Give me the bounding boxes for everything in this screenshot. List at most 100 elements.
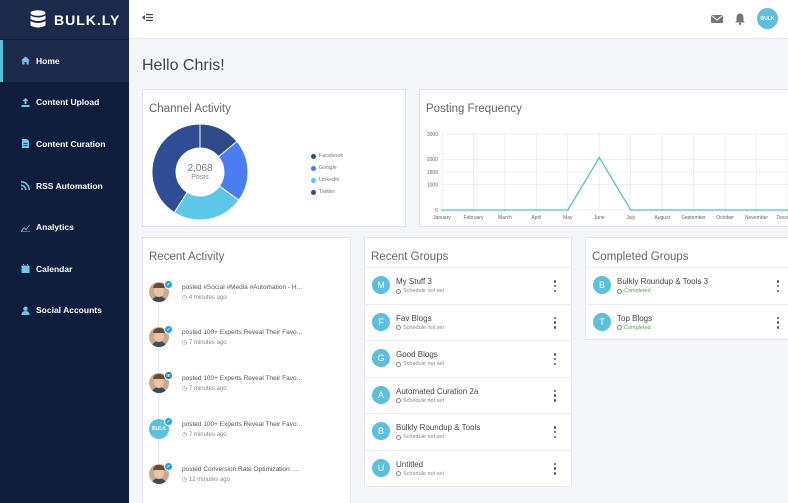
data-point[interactable] [692,209,695,211]
activity-text: posted 100+ Experts Reveal Their Favo... [182,375,303,382]
sidebar-item-rss-automation[interactable]: RSS Automation [0,165,129,207]
group-status: Schedule not set [396,471,444,477]
group-initial: T [599,316,605,327]
group-name[interactable]: Automated Curation 2a [396,386,479,396]
twitter-icon: ✓ [164,417,173,426]
data-point[interactable] [755,209,758,211]
x-tick-label: February [463,215,484,221]
data-point[interactable] [472,209,475,211]
group-initial: G [377,353,385,363]
sidebar-item-label: Content Curation [36,138,106,149]
data-point[interactable] [724,209,726,211]
more-options-button[interactable] [553,280,557,292]
panel-title: Recent Groups [371,251,449,263]
sidebar-item-social-accounts[interactable]: Social Accounts [0,290,129,332]
y-tick-label: 0 [435,208,438,214]
x-tick-label: September [681,215,706,221]
legend-item-twitter[interactable]: Twitter [311,186,343,198]
sidebar-item-label: Calendar [36,263,73,274]
legend-item-linkedin[interactable]: Linkedin [311,174,343,186]
posting-frequency-chart: 0 1000 1500 2000 3000 January February March Apr… [427,132,788,221]
data-point[interactable] [661,209,664,211]
group-name[interactable]: Bulkly Roundup & Tools [396,423,481,432]
more-options-button[interactable] [553,426,557,438]
activity-item[interactable]: ✓ posted #Social #Media #Automation - H..… [149,280,349,327]
activity-item[interactable]: in posted 100+ Experts Reveal Their Favo.… [149,371,349,418]
panel-title: Posting Frequency [426,103,522,115]
legend-swatch [311,177,316,183]
data-point[interactable] [504,209,506,211]
more-options-button[interactable] [553,353,557,365]
group-name[interactable]: Bulkly Roundup & Tools 3 [617,277,709,286]
group-row[interactable]: U Untitled Schedule not set [365,449,571,487]
sidebar-item-calendar[interactable]: Calendar [0,248,129,290]
more-options-button[interactable] [776,316,780,329]
data-point[interactable] [598,156,601,159]
data-point[interactable] [441,209,443,211]
clock-icon: ◷ [182,295,189,301]
group-status-text: Schedule not set [403,361,444,367]
legend-item-facebook[interactable]: Facebook [311,150,343,162]
donut-hole [176,148,224,196]
x-tick-label: March [498,215,512,221]
group-initial-badge: M [372,276,390,294]
more-options-button[interactable] [553,316,557,329]
group-row[interactable]: T Top Blogs Completed [586,303,788,341]
database-icon [30,10,46,28]
group-name[interactable]: Good Blogs [396,350,438,359]
mail-icon[interactable] [711,12,723,24]
group-row[interactable]: F Fav Blogs Schedule not set [365,303,571,341]
legend-swatch [311,165,316,171]
more-options-button[interactable] [553,462,557,475]
donut-total: 2,068 [187,163,213,174]
twitter-icon: ✓ [164,325,173,334]
legend-swatch [311,153,316,159]
group-initial-badge: B [593,276,611,294]
group-initial-badge: F [372,312,390,331]
channel-donut-chart [151,123,249,221]
activity-item[interactable]: ✓ posted 100+ Experts Reveal Their Favo..… [149,325,349,372]
group-row[interactable]: B Bulkly Roundup & Tools 3 Completed [586,267,788,304]
y-tick-label: 2000 [427,157,438,163]
legend-swatch [311,189,316,195]
bell-icon[interactable] [734,12,746,25]
data-point[interactable] [535,209,538,211]
group-row[interactable]: G Good Blogs Schedule not set [365,340,571,377]
sidebar-item-content-upload[interactable]: Content Upload [0,82,129,124]
panel-title: Channel Activity [149,103,231,115]
sidebar-item-analytics[interactable]: Analytics [0,206,129,248]
clock-icon: ◷ [182,340,189,346]
user-avatar[interactable]: BULK [757,8,778,29]
x-tick-label: July [626,215,635,221]
group-name[interactable]: Top Blogs [617,313,653,323]
data-point[interactable] [629,209,632,211]
y-tick-label: 3000 [427,132,438,138]
activity-item[interactable]: BULK ✓ posted 100+ Experts Reveal Their Fa… [149,417,349,464]
more-options-button[interactable] [553,389,557,402]
group-status-text: Completed [624,324,651,331]
group-status-text: Schedule not set [403,434,444,440]
app-logo[interactable]: BULK.LY [0,0,129,39]
sidebar-item-content-curation[interactable]: Content Curation [0,123,129,165]
sidebar-toggle-button[interactable] [142,13,153,25]
clock-icon [396,434,401,440]
activity-time-value: 7 minutes ago [188,386,227,392]
group-name[interactable]: Untitled [396,459,424,469]
collapse-menu-icon [142,14,153,21]
channel-activity-panel: Channel Activity 2,068 Posts Facebook Goo… [142,89,406,227]
legend-label: Google [319,165,337,171]
sidebar-item-home[interactable]: Home [0,40,129,82]
group-name[interactable]: My Stuff 3 [396,277,432,286]
group-row[interactable]: B Bulkly Roundup & Tools Schedule not set [365,413,571,450]
more-options-button[interactable] [776,280,780,292]
activity-item[interactable]: ✓ posted Conversion Rate Optimization: ..… [149,462,349,503]
group-row[interactable]: M My Stuff 3 Schedule not set [365,267,571,304]
legend-item-google[interactable]: Google [311,162,343,174]
activity-time-value: 7 minutes ago [188,432,227,438]
group-row[interactable]: A Automated Curation 2a Schedule not set [365,376,571,414]
activity-time: ◷ 12 minutes ago [182,476,230,483]
twitter-icon: ✓ [164,462,173,471]
data-point[interactable] [566,209,569,211]
check-circle-icon [617,288,622,294]
group-name[interactable]: Fav Blogs [396,313,432,323]
